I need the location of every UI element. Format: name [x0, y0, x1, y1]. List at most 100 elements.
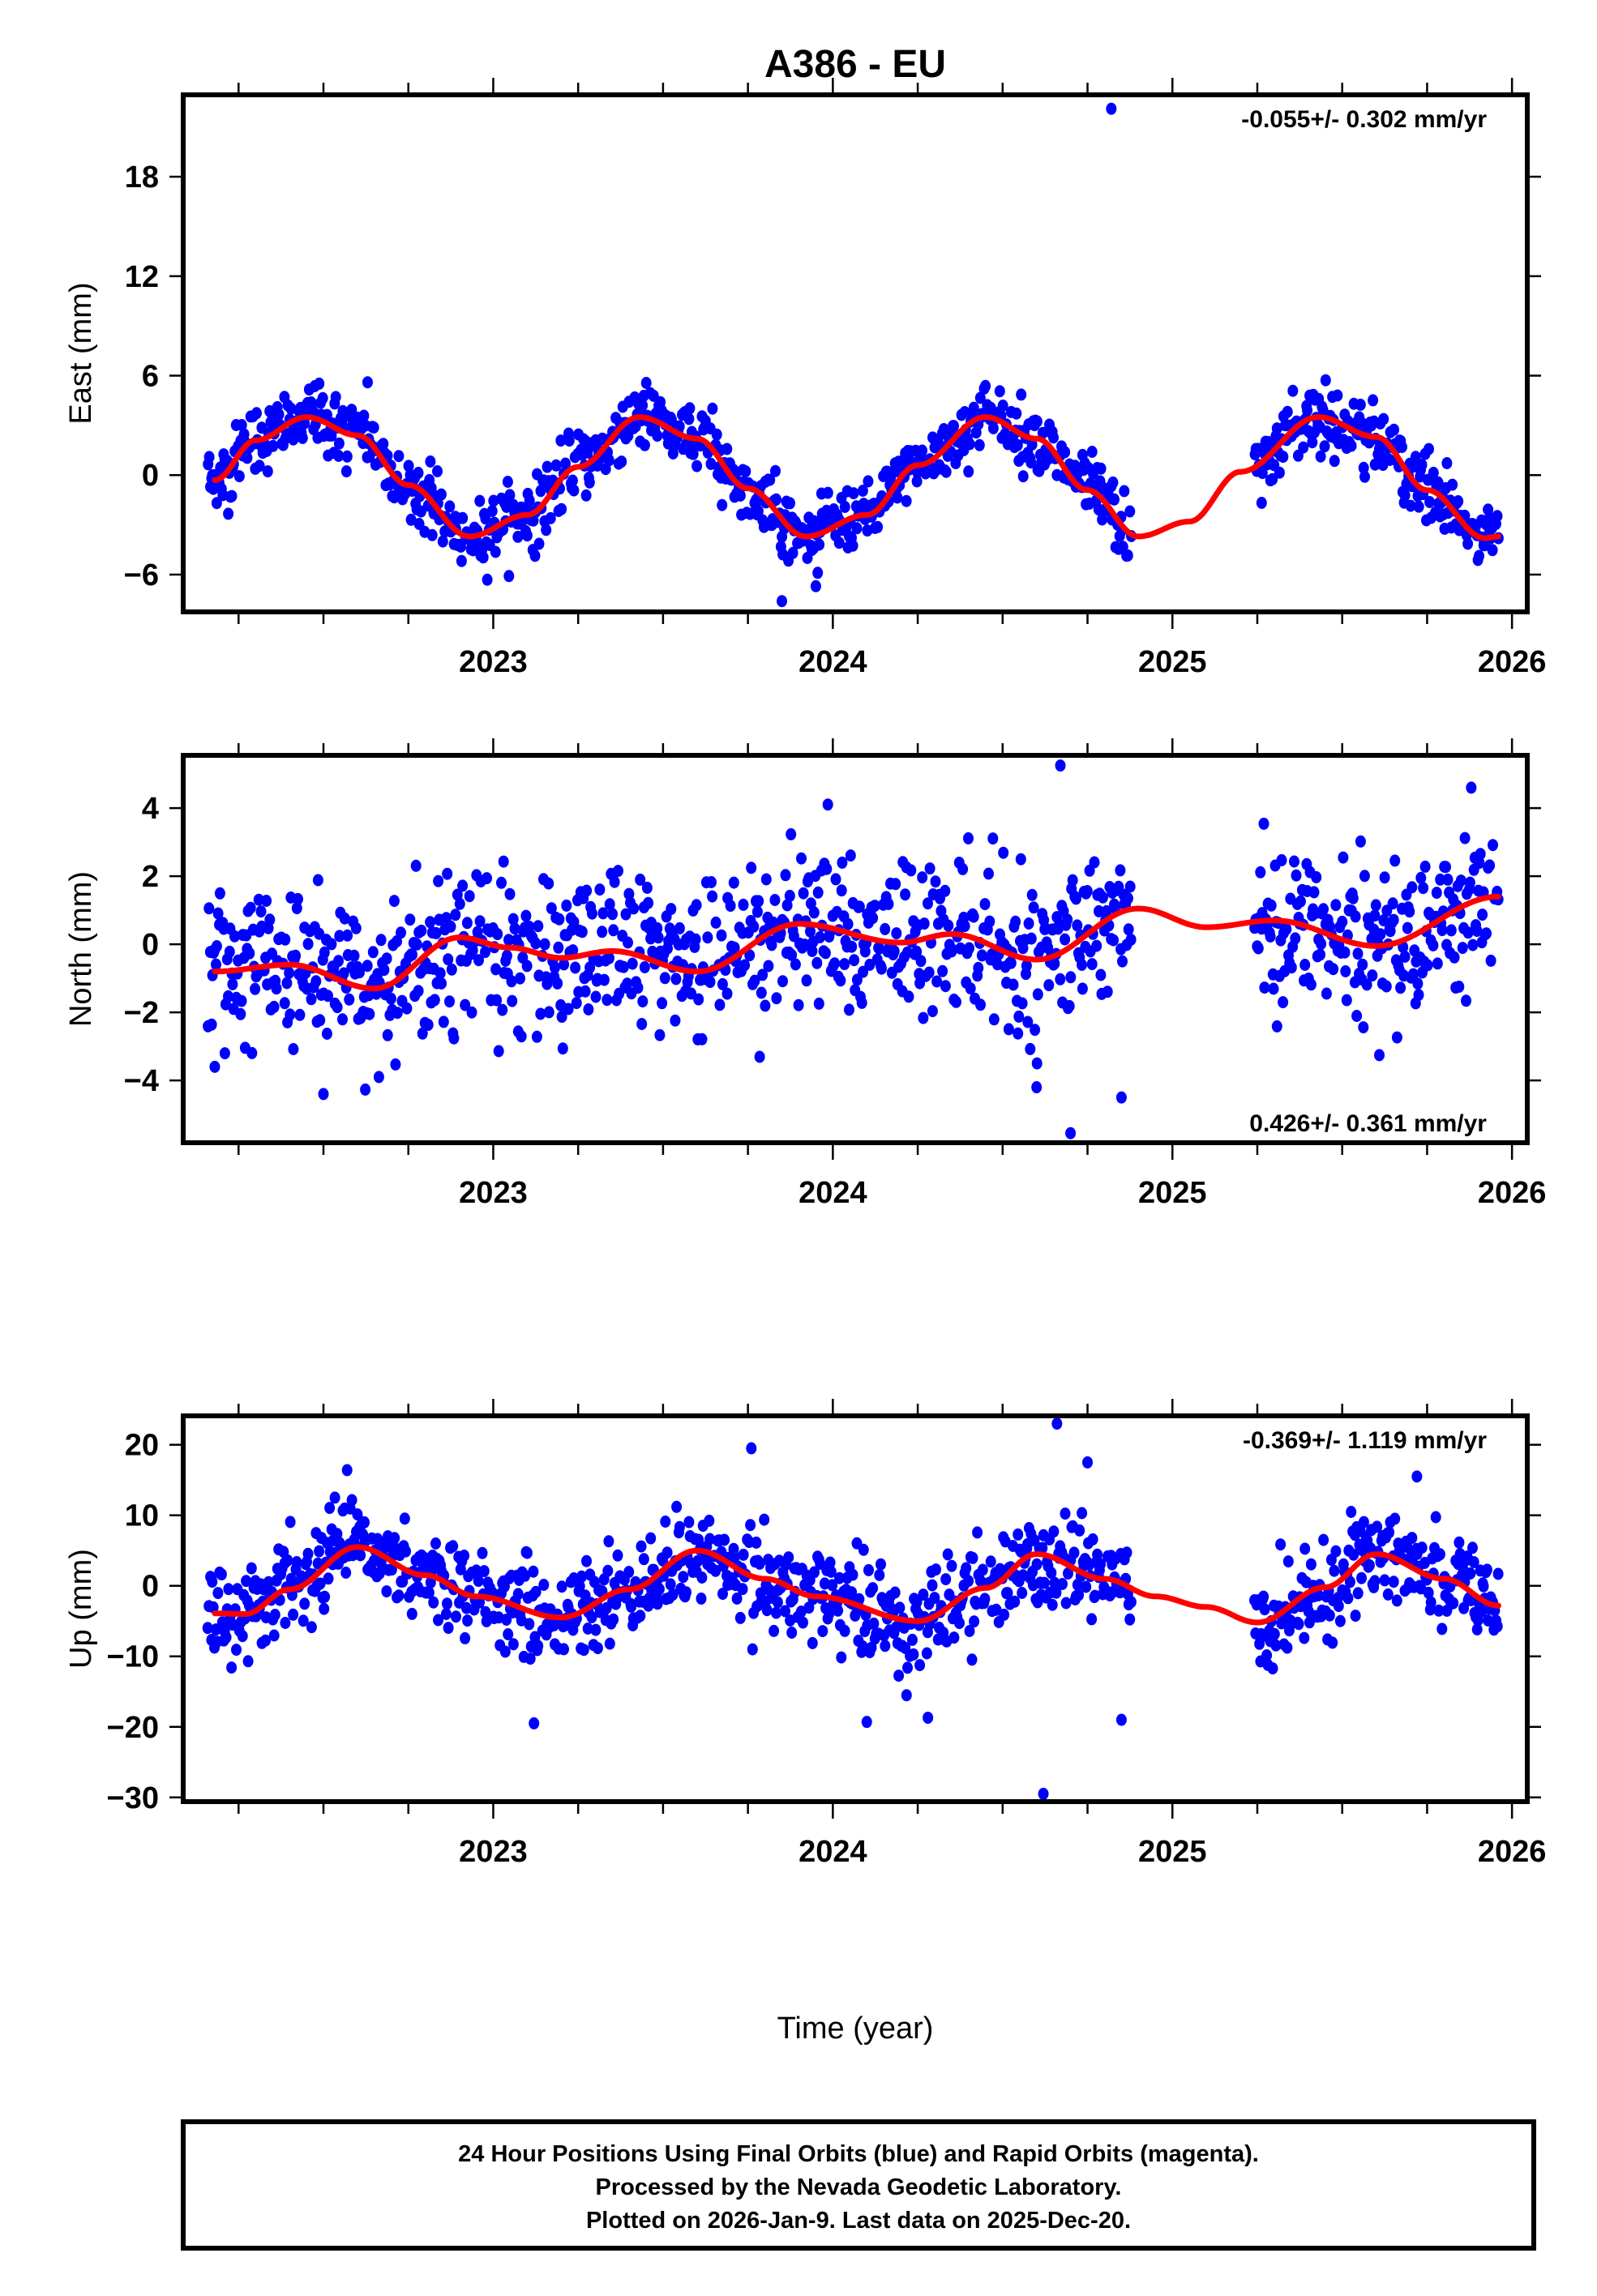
data-point: [1025, 1042, 1036, 1055]
data-point: [1086, 1613, 1098, 1626]
x-axis-label: Time (year): [777, 2012, 934, 2046]
data-point: [746, 862, 757, 874]
data-point: [1358, 461, 1369, 474]
data-point: [929, 1592, 940, 1605]
data-point: [1359, 470, 1370, 483]
data-point: [531, 1030, 542, 1043]
data-point: [567, 474, 578, 487]
data-point: [322, 408, 332, 421]
data-point: [306, 993, 317, 1006]
data-point: [1090, 1589, 1101, 1602]
data-point: [1428, 938, 1439, 951]
data-point: [450, 909, 461, 921]
data-point: [1399, 951, 1411, 963]
data-point: [319, 1602, 330, 1615]
data-point: [966, 1653, 978, 1666]
data-point: [628, 902, 640, 915]
data-point: [1388, 913, 1399, 926]
data-point: [438, 1015, 449, 1028]
data-point: [472, 926, 483, 938]
data-point: [524, 1618, 535, 1631]
data-point: [968, 910, 979, 923]
data-point: [521, 1546, 533, 1559]
data-point: [731, 1593, 743, 1605]
data-point: [574, 1580, 585, 1593]
data-point: [863, 475, 874, 488]
data-point: [444, 995, 455, 1008]
data-point: [1465, 1567, 1476, 1580]
data-point: [389, 1532, 400, 1545]
data-point: [714, 998, 726, 1011]
data-point: [696, 1571, 708, 1584]
data-point: [411, 938, 422, 951]
data-point-outlier: [777, 595, 788, 608]
data-point: [543, 877, 554, 890]
data-point: [637, 399, 649, 412]
data-point: [1015, 853, 1026, 866]
data-point: [1270, 1639, 1282, 1652]
data-point: [1428, 466, 1439, 479]
data-point: [1267, 1662, 1278, 1675]
data-point: [224, 945, 235, 958]
data-point: [1119, 485, 1130, 498]
data-point: [781, 899, 793, 912]
data-point: [407, 948, 417, 961]
data-point: [480, 512, 491, 525]
data-point: [783, 1551, 794, 1564]
data-point: [1259, 1603, 1270, 1616]
data-point: [808, 906, 820, 919]
data-point: [406, 1607, 417, 1620]
data-point: [969, 1615, 980, 1628]
data-point: [1461, 994, 1471, 1007]
data-point: [1378, 914, 1389, 927]
data-point: [1435, 873, 1446, 886]
data-point: [1049, 1576, 1060, 1589]
data-point: [509, 922, 520, 935]
data-point: [553, 941, 564, 954]
data-point: [1483, 1614, 1494, 1627]
data-point: [349, 949, 360, 962]
data-point: [763, 960, 774, 973]
data-point: [1258, 1590, 1269, 1603]
data-point: [312, 1557, 323, 1570]
data-point: [474, 494, 486, 507]
data-point: [811, 956, 823, 969]
data-point: [216, 1568, 227, 1581]
data-point: [288, 433, 299, 446]
data-point: [812, 567, 824, 579]
data-point: [1399, 489, 1411, 502]
data-point: [867, 1582, 879, 1595]
data-point: [654, 1028, 666, 1041]
data-point: [973, 961, 984, 974]
data-point: [393, 450, 405, 463]
data-point: [771, 493, 781, 506]
data-point: [326, 430, 337, 442]
data-point: [1471, 925, 1483, 938]
data-point: [433, 874, 444, 887]
data-point: [725, 900, 736, 913]
data-point: [1064, 999, 1075, 1012]
data-point: [908, 1648, 919, 1661]
data-point: [876, 962, 887, 975]
data-point: [212, 1587, 224, 1600]
footer-line-1: 24 Hour Positions Using Final Orbits (bl…: [458, 2141, 1259, 2167]
data-point: [381, 952, 392, 965]
x-tick-label: 2026: [1478, 1835, 1547, 1869]
data-point: [1418, 882, 1429, 895]
footer-box: [181, 2119, 1536, 2251]
data-point: [1125, 1596, 1137, 1609]
data-point: [1311, 870, 1322, 883]
data-point: [890, 878, 901, 891]
data-point: [705, 457, 717, 470]
x-tick-label: 2024: [798, 1176, 867, 1210]
data-point: [864, 959, 876, 971]
data-point: [1086, 446, 1098, 458]
data-point: [227, 977, 238, 990]
data-point: [1415, 871, 1427, 884]
data-point: [1355, 835, 1366, 848]
data-point: [448, 1032, 460, 1045]
observation-points: [203, 102, 1504, 608]
data-point: [586, 1611, 597, 1623]
data-point: [1008, 978, 1019, 991]
data-point: [568, 916, 580, 929]
